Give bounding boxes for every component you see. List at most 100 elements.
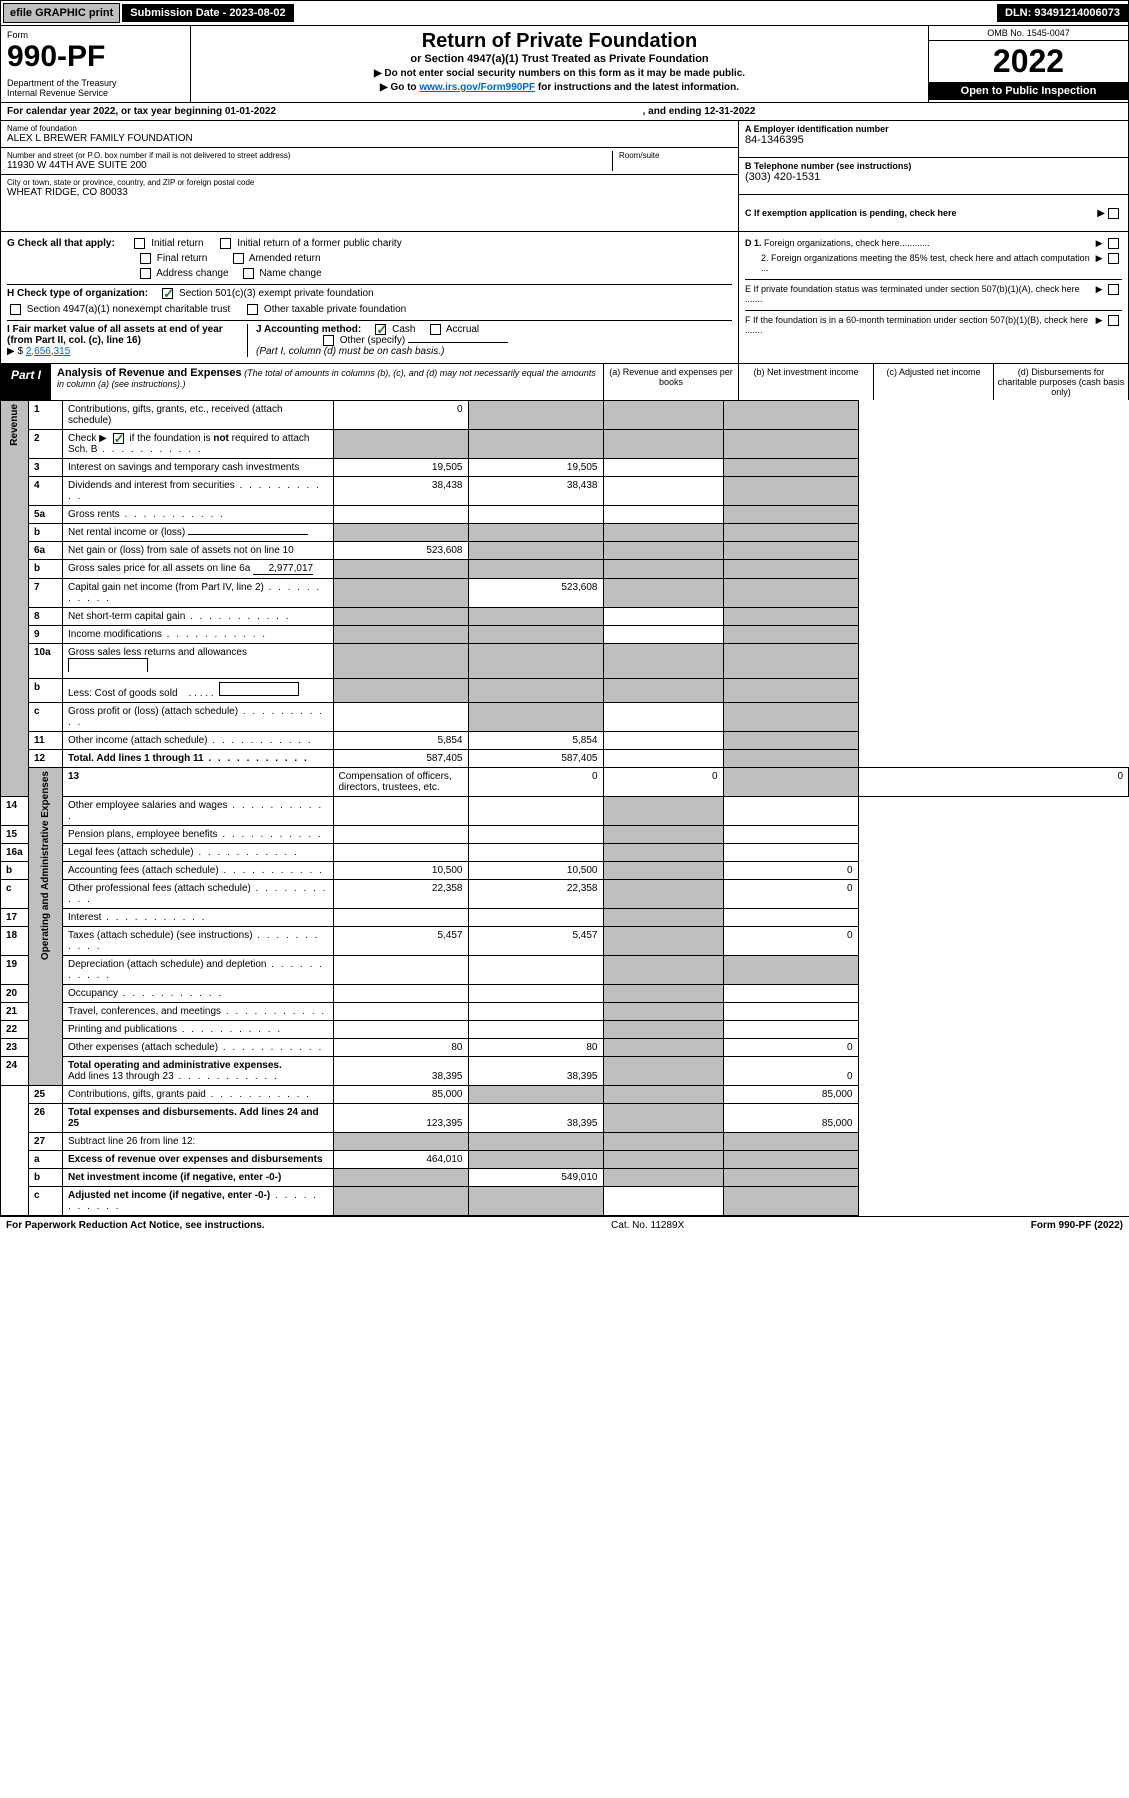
cell-d: 0 <box>723 1057 858 1086</box>
name-change-checkbox[interactable] <box>243 268 254 279</box>
calyear-end: , and ending 12-31-2022 <box>643 106 756 117</box>
g-label: G Check all that apply: <box>7 238 115 249</box>
f-checkbox[interactable] <box>1108 315 1119 326</box>
cell-a: 0 <box>468 768 603 797</box>
phone: (303) 420-1531 <box>745 171 1122 183</box>
other-method-checkbox[interactable] <box>323 335 334 346</box>
fmv-link[interactable]: 2,656,315 <box>26 346 71 357</box>
4947a1-checkbox[interactable] <box>10 304 21 315</box>
cash-checkbox[interactable] <box>375 324 386 335</box>
cell-d: 0 <box>723 927 858 956</box>
form-header: Form 990-PF Department of the Treasury I… <box>0 26 1129 103</box>
line-desc: Income modifications <box>63 626 334 644</box>
line-desc: Total operating and administrative expen… <box>63 1057 334 1086</box>
dln: DLN: 93491214006073 <box>997 4 1128 22</box>
col-a-header: (a) Revenue and expenses per books <box>603 364 738 400</box>
cell-d: 0 <box>723 880 858 909</box>
line-no: 11 <box>29 732 63 750</box>
line-no: 22 <box>1 1021 29 1039</box>
table-row: bLess: Cost of goods sold . . . . . <box>1 679 1129 703</box>
schb-checkbox[interactable] <box>113 433 124 444</box>
calendar-year-row: For calendar year 2022, or tax year begi… <box>0 103 1129 121</box>
table-row: 22Printing and publications <box>1 1021 1129 1039</box>
opt-final-return: Final return <box>157 253 208 264</box>
amended-return-checkbox[interactable] <box>233 253 244 264</box>
table-row: 15Pension plans, employee benefits <box>1 826 1129 844</box>
line-desc: Taxes (attach schedule) (see instruction… <box>63 927 334 956</box>
501c3-checkbox[interactable] <box>162 288 173 299</box>
expenses-sidelabel: Operating and Administrative Expenses <box>29 768 63 1086</box>
table-row: 9Income modifications <box>1 626 1129 644</box>
part1-desc: Analysis of Revenue and Expenses (The to… <box>51 364 603 400</box>
line-desc: Less: Cost of goods sold . . . . . <box>63 679 334 703</box>
cell-a: 22,358 <box>333 880 468 909</box>
cell-b: 5,457 <box>468 927 603 956</box>
omb-number: OMB No. 1545-0047 <box>929 26 1128 41</box>
cell-a: 587,405 <box>333 750 468 768</box>
table-row: 2Check ▶ if the foundation is not requir… <box>1 429 1129 458</box>
line-no: 2 <box>29 429 63 458</box>
table-row: Operating and Administrative Expenses 13… <box>1 768 1129 797</box>
table-row: 26Total expenses and disbursements. Add … <box>1 1104 1129 1133</box>
table-row: 11Other income (attach schedule)5,8545,8… <box>1 732 1129 750</box>
calyear-begin: For calendar year 2022, or tax year begi… <box>7 106 276 117</box>
initial-return-checkbox[interactable] <box>134 238 145 249</box>
line-desc: Depreciation (attach schedule) and deple… <box>63 956 334 985</box>
part1-title: Analysis of Revenue and Expenses <box>57 367 242 379</box>
table-row: cGross profit or (loss) (attach schedule… <box>1 703 1129 732</box>
cell-a: 38,438 <box>333 477 468 506</box>
city-label: City or town, state or province, country… <box>7 178 732 187</box>
line-no: 10a <box>29 644 63 679</box>
accrual-checkbox[interactable] <box>430 324 441 335</box>
goto-post: for instructions and the latest informat… <box>535 82 739 93</box>
cell-a: 0 <box>333 400 468 429</box>
table-row: 16aLegal fees (attach schedule) <box>1 844 1129 862</box>
other-taxable-checkbox[interactable] <box>247 304 258 315</box>
irs-link[interactable]: www.irs.gov/Form990PF <box>419 82 535 93</box>
final-return-checkbox[interactable] <box>140 253 151 264</box>
line-desc: Check ▶ if the foundation is not require… <box>63 429 334 458</box>
line-desc: Subtract line 26 from line 12: <box>63 1133 334 1151</box>
initial-former-checkbox[interactable] <box>220 238 231 249</box>
table-row: 21Travel, conferences, and meetings <box>1 1003 1129 1021</box>
line-desc: Total. Add lines 1 through 11 <box>63 750 334 768</box>
revenue-sidelabel: Revenue <box>1 400 29 796</box>
arrow-icon: ▶ <box>1097 208 1105 219</box>
exemption-pending-checkbox[interactable] <box>1108 208 1119 219</box>
line-desc: Other income (attach schedule) <box>63 732 334 750</box>
line-no: 20 <box>1 985 29 1003</box>
line-desc: Contributions, gifts, grants paid <box>63 1086 334 1104</box>
line-no: 1 <box>29 400 63 429</box>
cell-d: 85,000 <box>723 1086 858 1104</box>
e-checkbox[interactable] <box>1108 284 1119 295</box>
d2-label: 2. Foreign organizations meeting the 85%… <box>745 253 1096 273</box>
line-no: 26 <box>29 1104 63 1133</box>
form-ref: Form 990-PF (2022) <box>1031 1220 1123 1231</box>
efile-print-button[interactable]: efile GRAPHIC print <box>3 3 120 23</box>
cell-shaded <box>468 400 603 429</box>
line-desc: Legal fees (attach schedule) <box>63 844 334 862</box>
topbar: efile GRAPHIC print Submission Date - 20… <box>0 0 1129 26</box>
table-row: 20Occupancy <box>1 985 1129 1003</box>
table-row: 6aNet gain or (loss) from sale of assets… <box>1 542 1129 560</box>
table-row: 18Taxes (attach schedule) (see instructi… <box>1 927 1129 956</box>
cell-a: 523,608 <box>333 542 468 560</box>
address-change-checkbox[interactable] <box>140 268 151 279</box>
d2-checkbox[interactable] <box>1108 253 1119 264</box>
line-desc: Travel, conferences, and meetings <box>63 1003 334 1021</box>
table-row: bAccounting fees (attach schedule)10,500… <box>1 862 1129 880</box>
d1-checkbox[interactable] <box>1108 238 1119 249</box>
cell-a: 38,395 <box>333 1057 468 1086</box>
e-label: E If private foundation status was termi… <box>745 284 1096 304</box>
cell-a: 10,500 <box>333 862 468 880</box>
line-no: 7 <box>29 579 63 608</box>
line-desc: Capital gain net income (from Part IV, l… <box>63 579 334 608</box>
arrow-icon: ▶ <box>1096 238 1103 249</box>
cell-a: 123,395 <box>333 1104 468 1133</box>
table-row: bGross sales price for all assets on lin… <box>1 560 1129 579</box>
line-desc: Net short-term capital gain <box>63 608 334 626</box>
goto-pre: ▶ Go to <box>380 82 419 93</box>
line-no: b <box>29 524 63 542</box>
form-title: Return of Private Foundation <box>199 30 920 53</box>
opt-cash: Cash <box>392 324 415 335</box>
